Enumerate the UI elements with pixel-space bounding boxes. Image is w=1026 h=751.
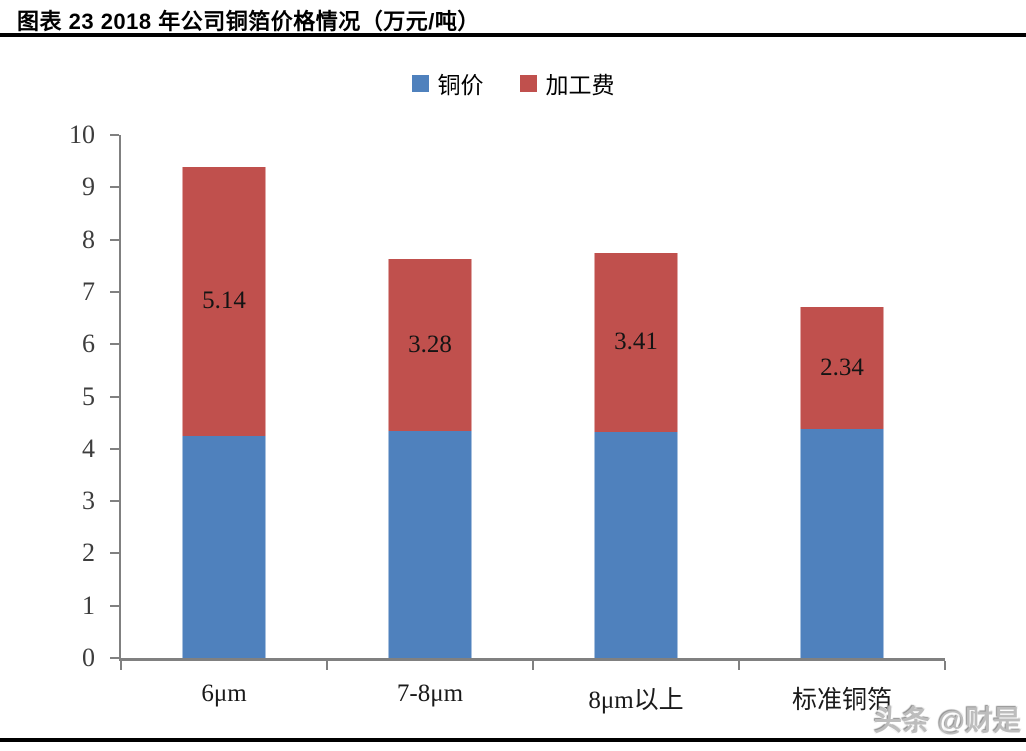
y-axis-label: 4: [82, 433, 95, 463]
y-axis-label: 7: [82, 276, 95, 306]
legend: 铜价 加工费: [0, 66, 1026, 100]
bar-segment-加工费: 5.14: [182, 166, 266, 436]
x-axis-tick: [326, 661, 328, 670]
y-axis-tick: [110, 343, 119, 346]
x-axis-category-label: 6μm: [201, 680, 247, 707]
y-axis-label: 9: [82, 172, 95, 202]
y-axis-tick: [110, 238, 119, 241]
legend-swatch-copper-price: [411, 74, 429, 92]
y-axis-tick: [110, 604, 119, 607]
bottom-divider: [0, 738, 1026, 742]
bar-segment-加工费: 3.28: [388, 258, 472, 431]
legend-label-copper-price: 铜价: [437, 73, 484, 98]
bar-segment-铜价: [594, 431, 678, 658]
bar-segment-加工费: 2.34: [800, 307, 884, 430]
data-label: 5.14: [202, 287, 246, 315]
bar-segment-铜价: [800, 429, 884, 658]
data-label: 3.41: [614, 328, 658, 356]
y-axis-tick: [110, 186, 119, 189]
y-axis-label: 8: [82, 224, 95, 254]
y-axis-tick: [110, 447, 119, 450]
bar-segment-加工费: 3.41: [594, 253, 678, 432]
y-axis-tick: [110, 290, 119, 293]
legend-item-copper-price: 铜价: [411, 66, 484, 100]
x-axis-tick: [532, 661, 534, 670]
title-divider: [0, 33, 1026, 37]
x-axis-tick: [738, 661, 740, 670]
x-axis-category-label: 8μm以上: [588, 687, 684, 714]
y-axis-label: 1: [82, 590, 95, 620]
y-axis-label: 2: [82, 538, 95, 568]
y-axis-label: 0: [82, 643, 95, 672]
data-label: 3.28: [408, 330, 452, 358]
data-label: 2.34: [820, 354, 864, 382]
y-axis-label: 5: [82, 381, 95, 411]
bar-segment-铜价: [182, 435, 266, 658]
y-axis-tick: [110, 395, 119, 398]
x-axis-category-label: 标准铜箔: [791, 687, 893, 714]
y-axis-tick: [110, 552, 119, 555]
chart-title: 图表 23 2018 年公司铜箔价格情况（万元/吨）: [17, 9, 480, 34]
x-axis-tick: [120, 661, 122, 670]
legend-item-processing-fee: 加工费: [519, 66, 615, 100]
y-axis-tick: [110, 134, 119, 136]
y-axis-label: 10: [69, 120, 95, 149]
bar-segment-铜价: [388, 430, 472, 658]
y-axis-tick: [110, 500, 119, 503]
plot-area: 0 1 2 3 4 5 6 7 8 9 10 5.14 6μm 3.28 7-8μm 3.41 8μm以上 2.3…: [69, 120, 946, 714]
watermark: 头条 @财是: [873, 705, 1021, 736]
y-axis-tick: [110, 657, 119, 659]
x-axis-category-label: 7-8μm: [396, 680, 464, 707]
y-axis-label: 6: [82, 329, 95, 359]
y-axis-label: 3: [82, 486, 95, 516]
legend-label-processing-fee: 加工费: [545, 73, 615, 98]
x-axis-tick: [944, 661, 946, 670]
legend-swatch-processing-fee: [519, 74, 537, 92]
